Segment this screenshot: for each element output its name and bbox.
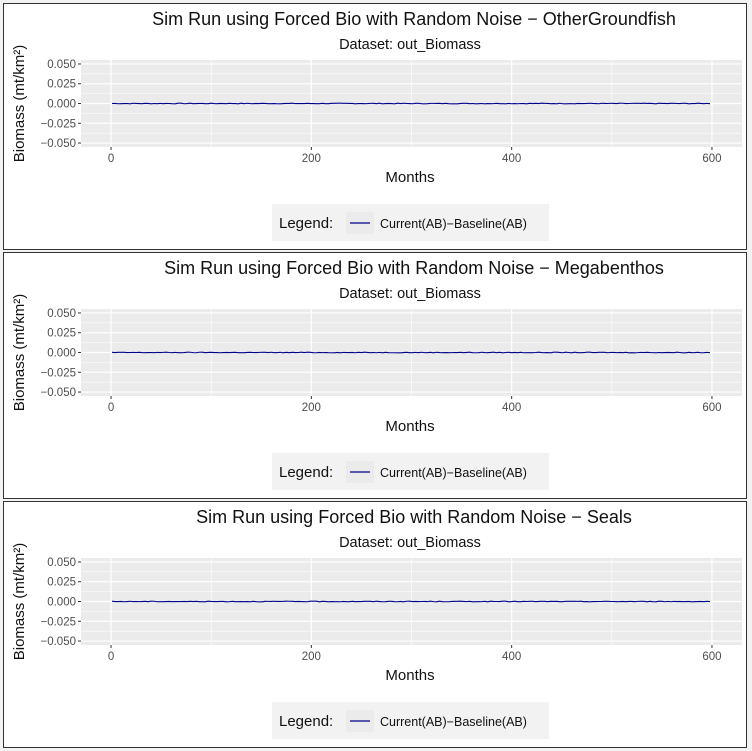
x-axis-title: Months bbox=[385, 667, 434, 684]
chart-other-groundfish: Sim Run using Forced Bio with Random Noi… bbox=[11, 9, 742, 241]
x-axis-title: Months bbox=[385, 418, 434, 435]
y-tick-label: −0.025 bbox=[41, 118, 77, 130]
legend-label: Current(AB)−Baseline(AB) bbox=[380, 217, 527, 231]
y-tick-label: 0.000 bbox=[47, 348, 76, 360]
y-tick-label: 0.025 bbox=[47, 79, 76, 91]
y-axis-title: Biomass (mt/km²) bbox=[11, 543, 28, 661]
x-tick-label: 600 bbox=[702, 402, 721, 414]
chart-title: Sim Run using Forced Bio with Random Noi… bbox=[164, 258, 664, 278]
legend-title: Legend: bbox=[279, 464, 333, 481]
legend-title: Legend: bbox=[279, 713, 333, 730]
x-tick-label: 400 bbox=[502, 651, 521, 663]
y-tick-label: −0.050 bbox=[41, 387, 77, 399]
chart-panel-seals: Sim Run using Forced Bio with Random Noi… bbox=[3, 501, 747, 748]
legend: Legend: Current(AB)−Baseline(AB) bbox=[272, 702, 549, 739]
x-tick-label: 200 bbox=[302, 651, 321, 663]
chart-panel-megabenthos: Sim Run using Forced Bio with Random Noi… bbox=[3, 252, 747, 499]
chart-title: Sim Run using Forced Bio with Random Noi… bbox=[196, 507, 632, 527]
x-tick-label: 0 bbox=[108, 153, 114, 165]
legend-background bbox=[272, 453, 549, 490]
chart-subtitle: Dataset: out_Biomass bbox=[339, 286, 481, 302]
x-tick-label: 200 bbox=[302, 402, 321, 414]
y-axis-title: Biomass (mt/km²) bbox=[11, 45, 28, 163]
y-tick-label: 0.000 bbox=[47, 99, 76, 111]
legend-label: Current(AB)−Baseline(AB) bbox=[380, 715, 527, 729]
y-tick-label: −0.025 bbox=[41, 616, 77, 628]
legend: Legend: Current(AB)−Baseline(AB) bbox=[272, 204, 549, 241]
legend-title: Legend: bbox=[279, 215, 333, 232]
y-tick-label: −0.050 bbox=[41, 636, 77, 648]
legend-background bbox=[272, 204, 549, 241]
x-tick-label: 600 bbox=[702, 651, 721, 663]
x-tick-label: 0 bbox=[108, 651, 114, 663]
y-tick-label: 0.025 bbox=[47, 577, 76, 589]
y-tick-label: 0.025 bbox=[47, 328, 76, 340]
x-tick-label: 0 bbox=[108, 402, 114, 414]
y-tick-label: 0.050 bbox=[47, 557, 76, 569]
y-tick-label: −0.025 bbox=[41, 367, 77, 379]
y-tick-label: 0.050 bbox=[47, 308, 76, 320]
series-line-current-minus-baseline bbox=[111, 600, 711, 603]
chart-panel-other-groundfish: Sim Run using Forced Bio with Random Noi… bbox=[3, 3, 747, 250]
x-tick-label: 200 bbox=[302, 153, 321, 165]
x-tick-label: 400 bbox=[502, 153, 521, 165]
legend-background bbox=[272, 702, 549, 739]
x-axis-title: Months bbox=[385, 169, 434, 186]
y-axis-title: Biomass (mt/km²) bbox=[11, 294, 28, 412]
x-tick-label: 400 bbox=[502, 402, 521, 414]
chart-subtitle: Dataset: out_Biomass bbox=[339, 37, 481, 53]
y-tick-label: 0.050 bbox=[47, 59, 76, 71]
series-line-current-minus-baseline bbox=[111, 102, 711, 105]
y-tick-label: −0.050 bbox=[41, 138, 77, 150]
chart-megabenthos: Sim Run using Forced Bio with Random Noi… bbox=[11, 258, 742, 490]
x-tick-label: 600 bbox=[702, 153, 721, 165]
series-line-current-minus-baseline bbox=[111, 351, 711, 354]
legend: Legend: Current(AB)−Baseline(AB) bbox=[272, 453, 549, 490]
chart-subtitle: Dataset: out_Biomass bbox=[339, 535, 481, 551]
chart-title: Sim Run using Forced Bio with Random Noi… bbox=[152, 9, 676, 29]
legend-label: Current(AB)−Baseline(AB) bbox=[380, 466, 527, 480]
y-tick-label: 0.000 bbox=[47, 597, 76, 609]
chart-seals: Sim Run using Forced Bio with Random Noi… bbox=[11, 507, 742, 739]
